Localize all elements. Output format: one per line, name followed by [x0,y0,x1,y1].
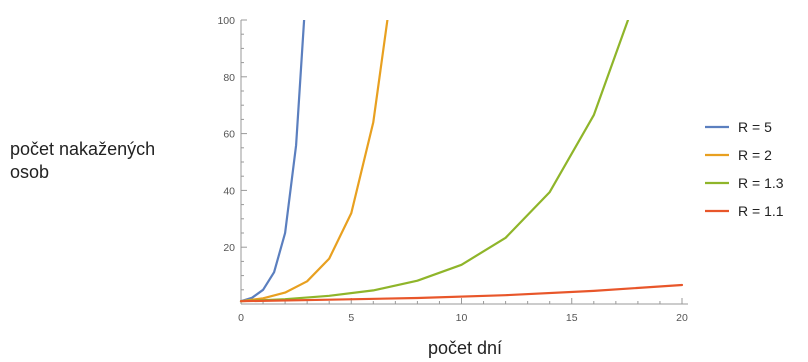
y-tick-label: 20 [223,242,235,254]
legend-label-3: R = 1.3 [738,175,784,191]
y-axis-label-line-2: osob [10,162,49,182]
x-tick-label: 20 [676,312,688,324]
x-tick-label: 5 [348,312,354,324]
series-line-3 [239,20,630,303]
legend: R = 5 R = 2 R = 1.3 R = 1.1 [705,119,784,219]
series-layer [239,20,684,303]
axes: 20 40 60 80 100 0 5 10 15 20 [217,15,688,324]
series-line-1 [239,20,306,303]
y-tick-label: 100 [217,15,235,27]
y-tick-label: 80 [223,72,235,84]
x-axis-label: počet dní [428,338,502,358]
y-tick-label: 60 [223,129,235,141]
x-tick-label: 0 [238,312,244,324]
legend-label-2: R = 2 [738,147,772,163]
y-tick-label: 40 [223,185,235,197]
x-tick-label: 15 [566,312,578,324]
legend-label-4: R = 1.1 [738,203,784,219]
series-line-4 [239,283,684,303]
y-axis-label-line-1: počet nakažených [10,139,155,159]
y-axis-label: počet nakažených osob [10,139,155,182]
x-tick-label: 10 [456,312,468,324]
legend-label-1: R = 5 [738,119,772,135]
series-line-2 [239,20,389,303]
